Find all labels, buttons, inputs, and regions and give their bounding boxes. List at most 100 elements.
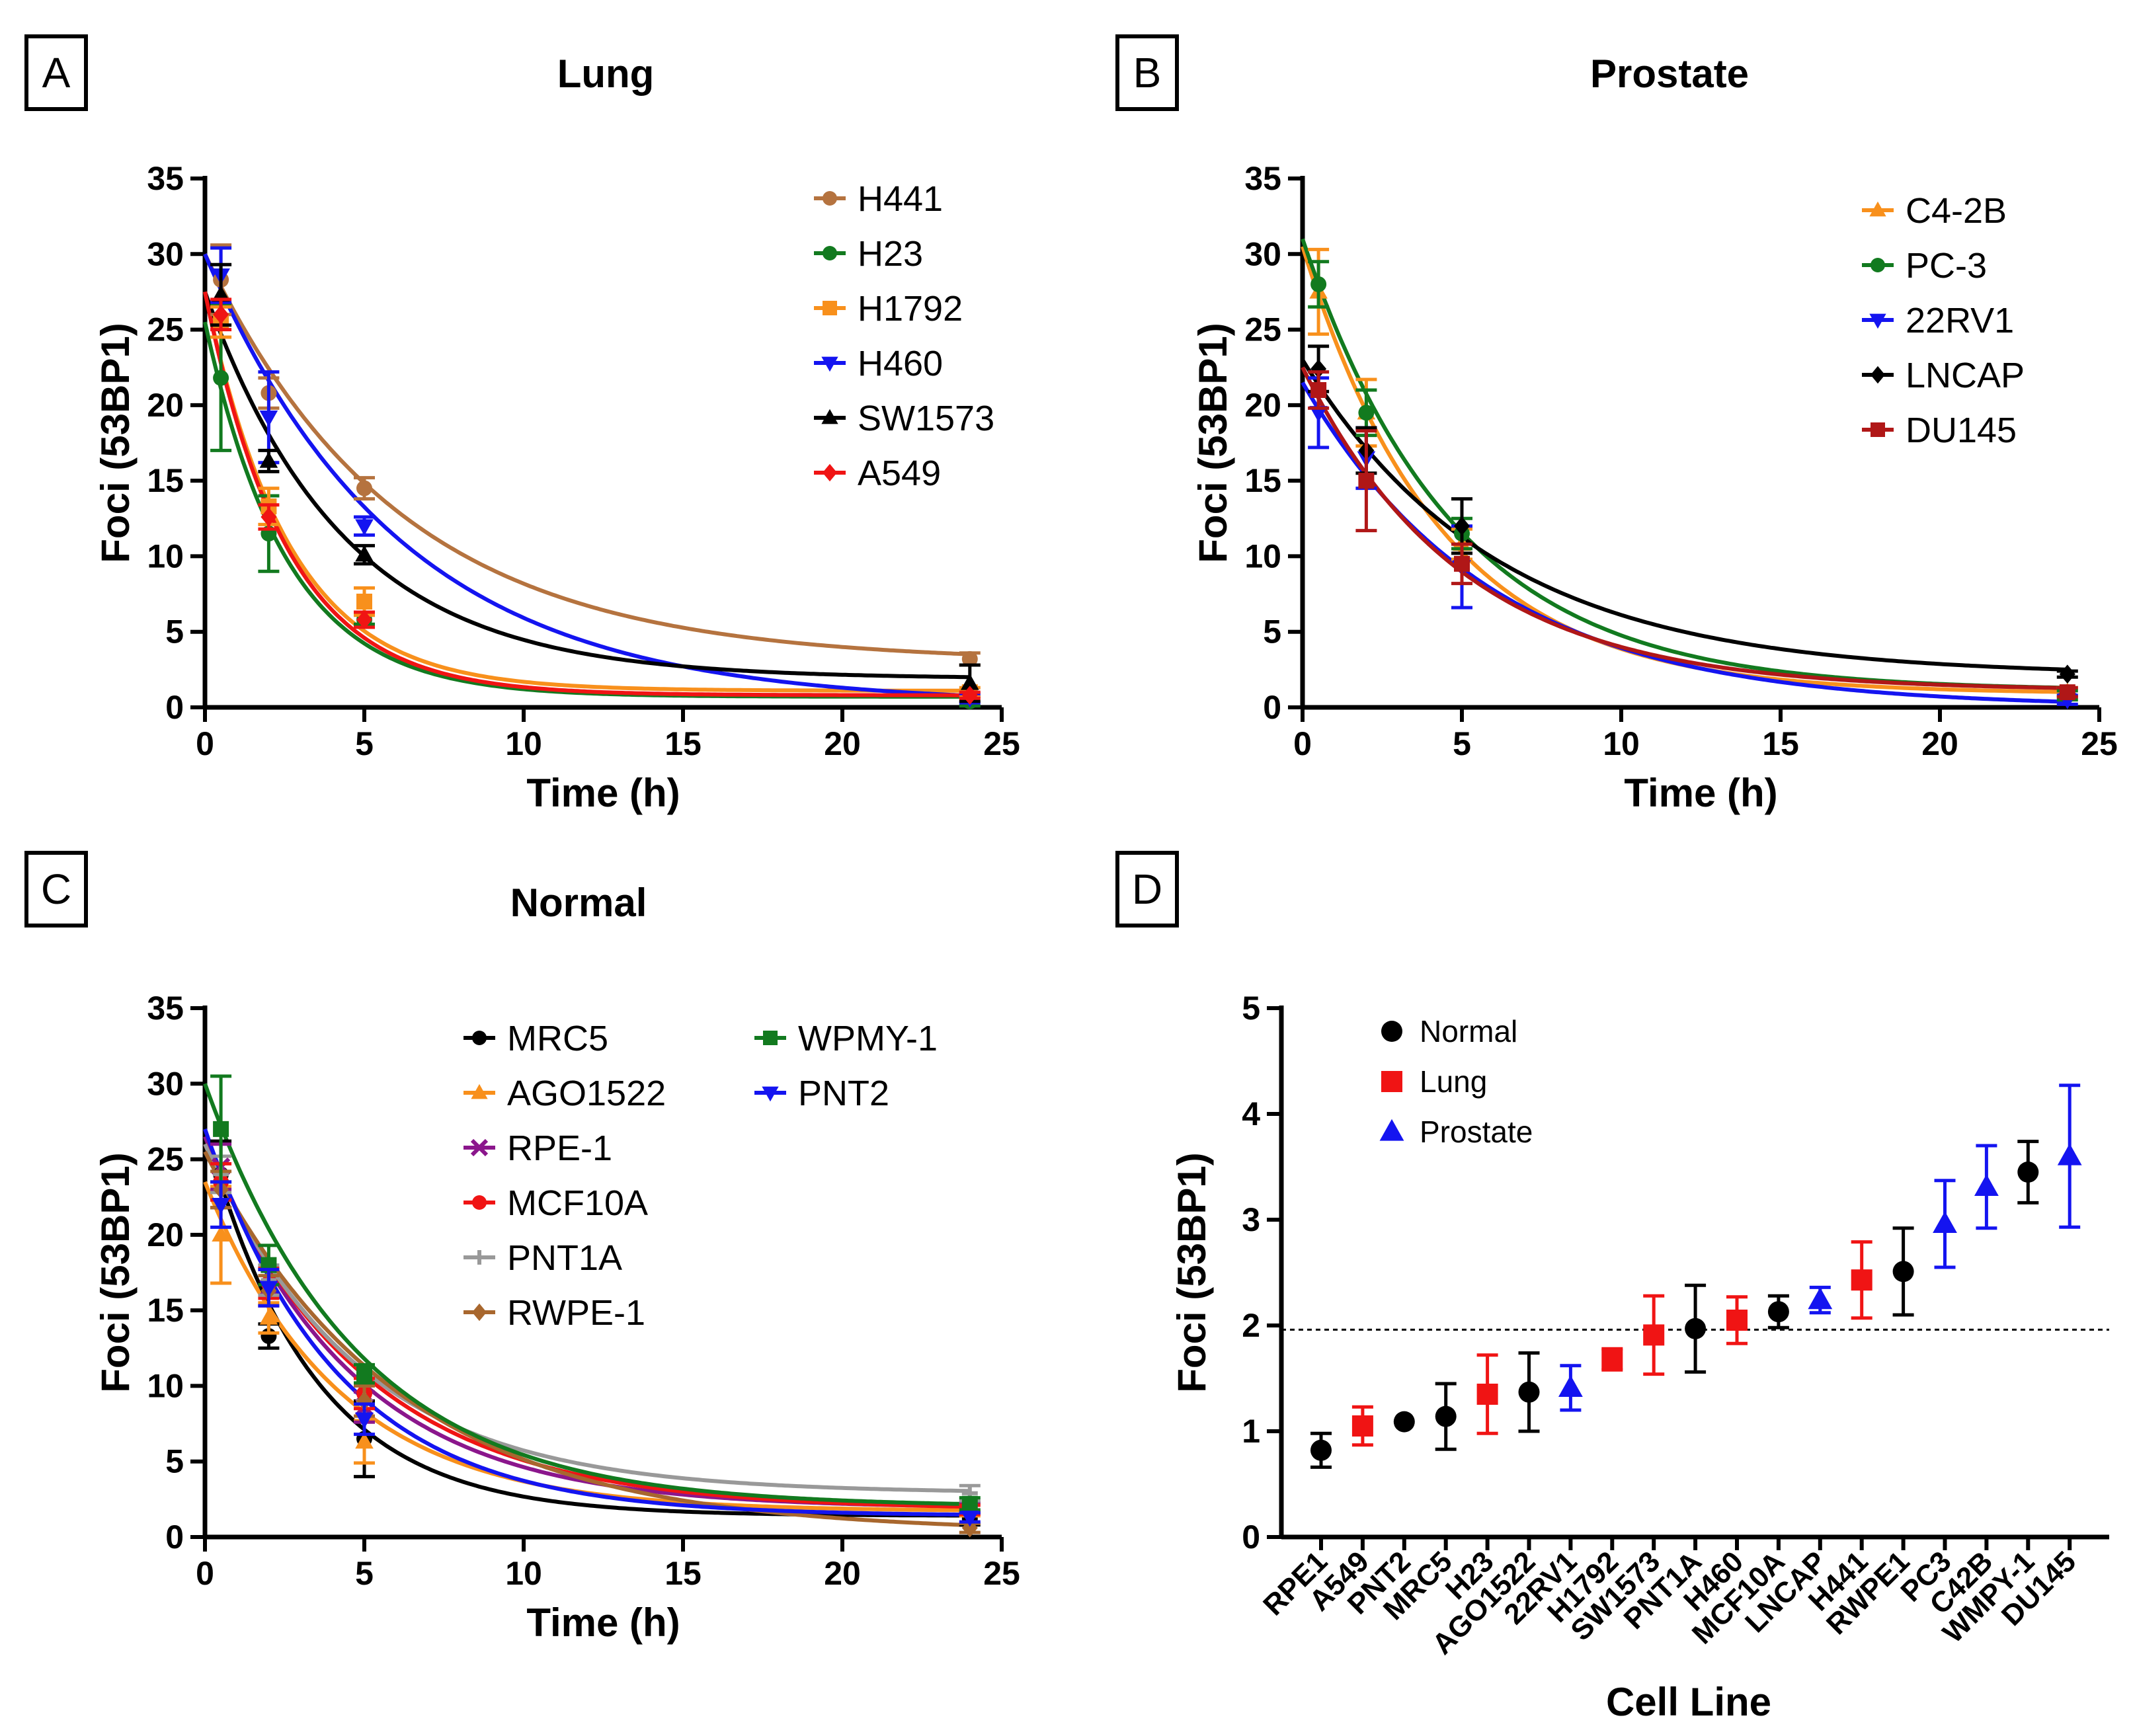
legend-label: Lung	[1420, 1064, 1487, 1099]
data-point-sw1573	[1643, 1324, 1665, 1346]
data-point-22rv1	[1309, 406, 1328, 422]
data-point-ago1522	[259, 1308, 278, 1325]
fit-curve-a549	[203, 291, 970, 697]
legend-marker	[470, 1138, 489, 1157]
chart-prostate: 0 5 10 15 20 25 30 35 0 5 10 15 20 25 Time (h) Foci (53…	[1191, 160, 2118, 815]
data-point-h1792	[1601, 1349, 1623, 1370]
y-tick-label: 25	[147, 311, 184, 348]
legend-label: MCF10A	[507, 1183, 648, 1223]
y-tick-label: 25	[1244, 311, 1281, 348]
panel-letter: D	[1132, 865, 1162, 913]
data-point-du145	[1454, 555, 1470, 572]
y-axis-title: Foci (53BP1)	[93, 323, 138, 563]
panel-a-label: A	[24, 34, 88, 111]
y-tick-label: 4	[1242, 1095, 1260, 1132]
data-point-wpmy-1	[961, 1495, 978, 1512]
legend-label: Prostate	[1420, 1115, 1533, 1149]
y-tick-label: 35	[147, 990, 184, 1027]
data-point-du145	[1358, 473, 1375, 489]
panel-a-title: Lung	[557, 52, 655, 96]
legend-marker	[823, 246, 837, 260]
legend-marker	[472, 1250, 487, 1265]
y-tick-label: 5	[1263, 613, 1281, 651]
y-tick-label: 5	[165, 1443, 184, 1480]
legend-label: MRC5	[507, 1019, 608, 1058]
y-tick-label: 15	[147, 462, 184, 499]
x-tick-label: 25	[983, 1555, 1020, 1592]
chart-normal: 0 5 10 15 20 25 30 35 0 5 10 15 20 25 Time (h) Foci (53…	[93, 990, 1020, 1645]
y-axis-title: Foci (53BP1)	[1191, 323, 1235, 563]
panel-letter: B	[1133, 49, 1162, 97]
data-point-sw1573	[355, 545, 374, 562]
legend-label: H23	[858, 234, 923, 274]
data-point-lncap	[1310, 359, 1327, 379]
data-point-ago1522	[355, 1432, 374, 1449]
legend-marker	[823, 463, 837, 482]
legend-marker	[763, 1031, 778, 1045]
x-axis-title: Time (h)	[1624, 771, 1777, 815]
y-tick-label: 2	[1242, 1307, 1260, 1344]
fit-curve-pnt2	[203, 1128, 970, 1517]
x-tick-label: 5	[1453, 725, 1471, 762]
y-tick-label: 20	[147, 1216, 184, 1253]
legend-label: AGO1522	[507, 1074, 666, 1113]
x-tick-label: 25	[2081, 725, 2118, 762]
x-axis-title: Time (h)	[526, 1600, 680, 1645]
y-axis-title: Foci (53BP1)	[1170, 1152, 1214, 1392]
data-point-h460	[355, 519, 374, 536]
y-axis-title: Foci (53BP1)	[93, 1152, 138, 1392]
legend-label: RWPE-1	[507, 1293, 645, 1333]
legend-marker	[821, 356, 838, 372]
legend-marker	[1381, 1071, 1402, 1092]
legend-marker	[821, 409, 838, 424]
x-tick-label: 10	[505, 725, 542, 762]
legend-marker	[1869, 201, 1886, 217]
legend-marker	[1379, 1119, 1404, 1141]
panel-letter: A	[42, 49, 71, 97]
data-point-wpmy-1	[356, 1366, 372, 1382]
x-tick-label: 5	[355, 1555, 374, 1592]
data-point-pnt2	[1393, 1411, 1415, 1433]
y-tick-label: 35	[1244, 160, 1281, 197]
data-point-pnt1a	[1685, 1318, 1707, 1339]
y-tick-label: 5	[165, 613, 184, 651]
legend-marker	[471, 1084, 488, 1099]
data-point-h441	[961, 651, 978, 667]
x-tick-label: 10	[505, 1555, 542, 1592]
data-point-sw1573	[212, 285, 230, 302]
fit-curve-lncap	[1301, 358, 2068, 672]
data-point-pnt2	[212, 1197, 230, 1214]
data-point-du145	[2057, 1143, 2082, 1165]
panel-b-label: B	[1115, 34, 1179, 111]
legend-label: H460	[858, 344, 943, 383]
panel-letter: C	[41, 865, 71, 913]
y-tick-label: 15	[147, 1292, 184, 1329]
legend-marker	[823, 191, 837, 206]
fit-curve-wpmy-1	[203, 1083, 970, 1507]
data-point-sw1573	[259, 452, 278, 468]
legend-label: H1792	[858, 289, 963, 329]
x-tick-label: 20	[824, 725, 861, 762]
chart-cell-line-summary: 012345RPE1A549PNT2MRC5H23AGO152222RV1H17…	[1170, 990, 2109, 1724]
x-tick-label: 10	[1603, 725, 1640, 762]
legend-label: A549	[858, 454, 941, 493]
legend-marker	[1869, 313, 1886, 329]
y-tick-label: 35	[147, 160, 184, 197]
y-tick-label: 30	[147, 1065, 184, 1102]
data-point-wpmy-1	[213, 1121, 229, 1137]
y-tick-label: 0	[165, 1519, 184, 1556]
data-point-h441	[1851, 1269, 1872, 1291]
x-tick-label: 0	[196, 1555, 214, 1592]
panel-c-title: Normal	[510, 881, 647, 925]
x-tick-label: 5	[355, 725, 374, 762]
y-tick-label: 10	[147, 1367, 184, 1404]
legend-marker	[472, 1195, 487, 1210]
panel-c-label: C	[24, 851, 88, 927]
data-point-pc-3	[1310, 276, 1327, 292]
data-point-rwpe1	[1892, 1261, 1914, 1282]
data-point-a549	[261, 507, 277, 527]
legend-marker	[823, 301, 837, 315]
x-tick-label: 25	[983, 725, 1020, 762]
y-tick-label: 0	[165, 689, 184, 726]
y-tick-label: 20	[1244, 387, 1281, 424]
